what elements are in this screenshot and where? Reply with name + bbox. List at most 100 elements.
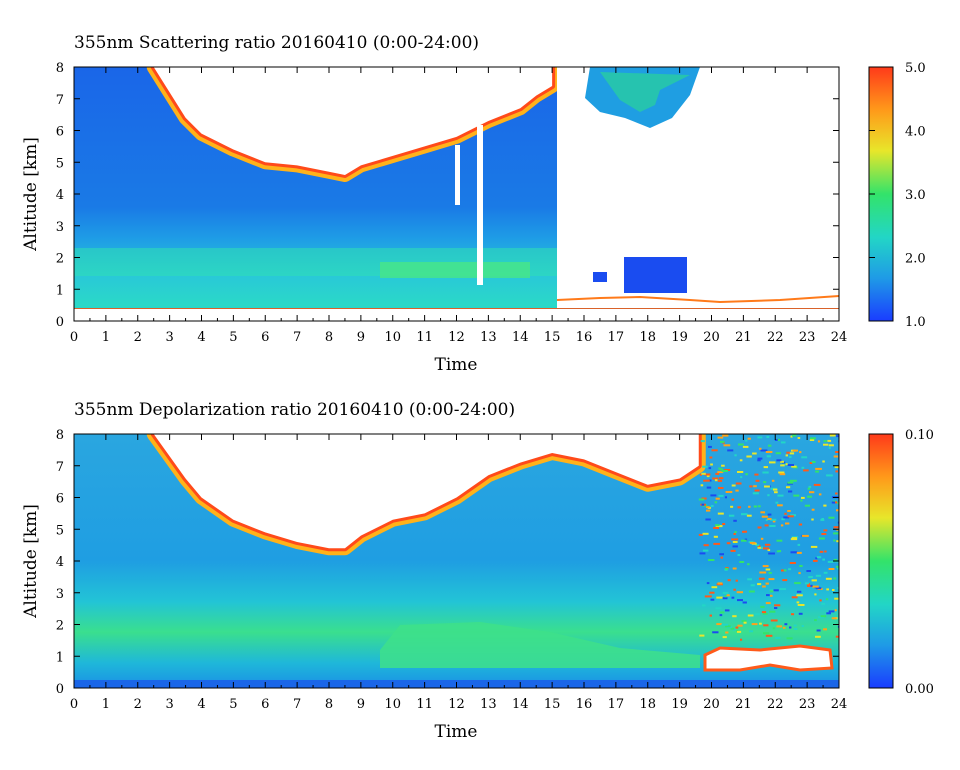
noise-speck bbox=[833, 532, 839, 535]
noise-speck bbox=[829, 434, 834, 437]
noise-speck bbox=[762, 547, 770, 550]
plot-area bbox=[74, 434, 839, 688]
x-tick-label: 4 bbox=[197, 697, 205, 712]
noise-speck bbox=[709, 591, 715, 594]
noise-speck bbox=[831, 501, 838, 504]
noise-speck bbox=[785, 522, 790, 525]
noise-speck bbox=[761, 515, 768, 518]
x-tick-label: 8 bbox=[325, 330, 333, 345]
noise-speck bbox=[798, 612, 803, 615]
noise-speck bbox=[833, 455, 839, 458]
noise-speck bbox=[801, 496, 805, 499]
noise-speck bbox=[806, 570, 811, 572]
noise-speck bbox=[698, 498, 705, 501]
noise-speck bbox=[815, 574, 821, 577]
noise-speck bbox=[776, 539, 783, 542]
noise-speck bbox=[834, 466, 839, 469]
y-tick-label: 7 bbox=[56, 460, 64, 475]
noise-speck bbox=[774, 439, 778, 441]
noise-speck bbox=[826, 474, 833, 477]
noise-speck bbox=[713, 527, 719, 529]
noise-speck bbox=[725, 625, 731, 628]
noise-speck bbox=[827, 560, 834, 563]
noise-speck bbox=[737, 624, 743, 627]
noise-speck bbox=[762, 565, 769, 568]
noise-speck bbox=[715, 497, 720, 500]
noise-speck bbox=[828, 610, 835, 613]
noise-speck bbox=[780, 441, 786, 444]
noise-speck bbox=[710, 494, 717, 497]
noise-speck bbox=[786, 637, 793, 640]
noise-speck bbox=[735, 579, 738, 582]
noise-speck bbox=[722, 597, 728, 600]
noise-speck bbox=[782, 463, 788, 466]
noise-speck bbox=[787, 515, 794, 518]
noise-speck bbox=[777, 504, 783, 507]
noise-speck bbox=[757, 546, 763, 549]
noise-speck bbox=[717, 479, 723, 482]
noise-speck bbox=[755, 544, 760, 547]
noise-speck bbox=[788, 456, 792, 458]
x-tick-label: 13 bbox=[480, 697, 497, 712]
noise-speck bbox=[797, 543, 801, 546]
noise-speck bbox=[772, 520, 776, 523]
noise-speck bbox=[730, 549, 736, 552]
noise-speck bbox=[811, 518, 814, 521]
noise-speck bbox=[700, 484, 704, 487]
y-tick-label: 0 bbox=[56, 682, 64, 697]
noise-speck bbox=[833, 558, 838, 561]
noise-speck bbox=[770, 619, 778, 622]
noise-speck bbox=[757, 457, 763, 460]
noise-speck bbox=[714, 501, 718, 504]
noise-speck bbox=[790, 435, 793, 438]
noise-speck bbox=[768, 552, 775, 555]
x-tick-label: 20 bbox=[703, 697, 720, 712]
noise-speck bbox=[740, 638, 743, 641]
noise-speck bbox=[792, 434, 797, 437]
noise-speck bbox=[809, 462, 813, 464]
noise-speck bbox=[765, 451, 773, 453]
noise-speck bbox=[774, 604, 781, 607]
noise-speck bbox=[727, 449, 734, 452]
noise-speck bbox=[758, 505, 761, 508]
noise-speck bbox=[836, 565, 839, 568]
noise-speck bbox=[833, 577, 837, 580]
noise-speck bbox=[823, 504, 827, 507]
noise-speck bbox=[784, 512, 787, 515]
noise-speck bbox=[704, 473, 711, 476]
noise-speck bbox=[733, 519, 737, 522]
noise-speck bbox=[818, 493, 822, 496]
noise-speck bbox=[701, 503, 705, 506]
noise-speck bbox=[811, 508, 815, 511]
x-tick-label: 23 bbox=[799, 697, 816, 712]
x-tick-label: 15 bbox=[544, 697, 561, 712]
noise-speck bbox=[732, 615, 737, 618]
chart-title: 355nm Scattering ratio 20160410 (0:00-24… bbox=[74, 33, 479, 53]
noise-speck bbox=[719, 468, 723, 471]
x-tick-label: 3 bbox=[165, 697, 173, 712]
noise-speck bbox=[835, 635, 839, 638]
y-tick-label: 2 bbox=[56, 252, 64, 267]
noise-speck bbox=[738, 443, 744, 446]
noise-speck bbox=[735, 489, 739, 492]
noise-speck bbox=[774, 491, 778, 494]
noise-speck bbox=[717, 512, 724, 515]
noise-speck bbox=[796, 551, 802, 554]
noise-speck bbox=[718, 494, 724, 497]
noise-speck bbox=[739, 459, 743, 462]
y-tick-label: 7 bbox=[56, 93, 64, 108]
noise-speck bbox=[828, 516, 835, 519]
noise-speck bbox=[761, 611, 767, 614]
x-tick-label: 10 bbox=[384, 330, 401, 345]
x-tick-label: 2 bbox=[134, 697, 142, 712]
x-tick-label: 15 bbox=[544, 330, 561, 345]
x-tick-label: 19 bbox=[671, 330, 688, 345]
noise-speck bbox=[706, 509, 711, 512]
noise-speck bbox=[828, 446, 831, 449]
x-tick-label: 7 bbox=[293, 697, 301, 712]
noise-speck bbox=[799, 451, 802, 454]
noise-speck bbox=[837, 567, 839, 570]
noise-speck bbox=[708, 479, 712, 482]
noise-speck bbox=[785, 463, 788, 466]
noise-speck bbox=[782, 579, 788, 582]
